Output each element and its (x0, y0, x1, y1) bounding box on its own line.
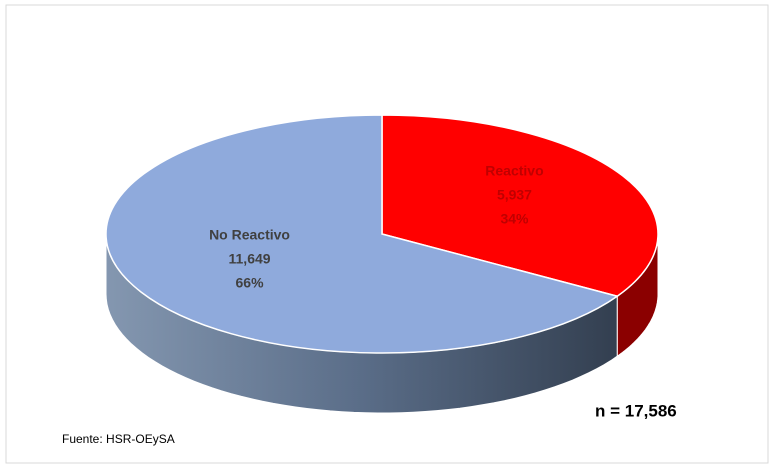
source: Fuente: HSR-OEySA (62, 432, 175, 446)
value-label: 5,937 (497, 187, 532, 203)
value-label: 11,649 (229, 251, 271, 267)
annotation: n = 17,586 (595, 401, 677, 420)
percent-label: 34% (500, 211, 529, 227)
slice (105, 114, 619, 354)
slice (381, 114, 659, 298)
slice-label: No Reactivo (209, 227, 290, 243)
pie: Reactivo 5,937 34% No Reactivo 11,649 66% (105, 114, 659, 414)
percent-label: 66% (236, 275, 265, 291)
slice-label: Reactivo (485, 163, 543, 179)
